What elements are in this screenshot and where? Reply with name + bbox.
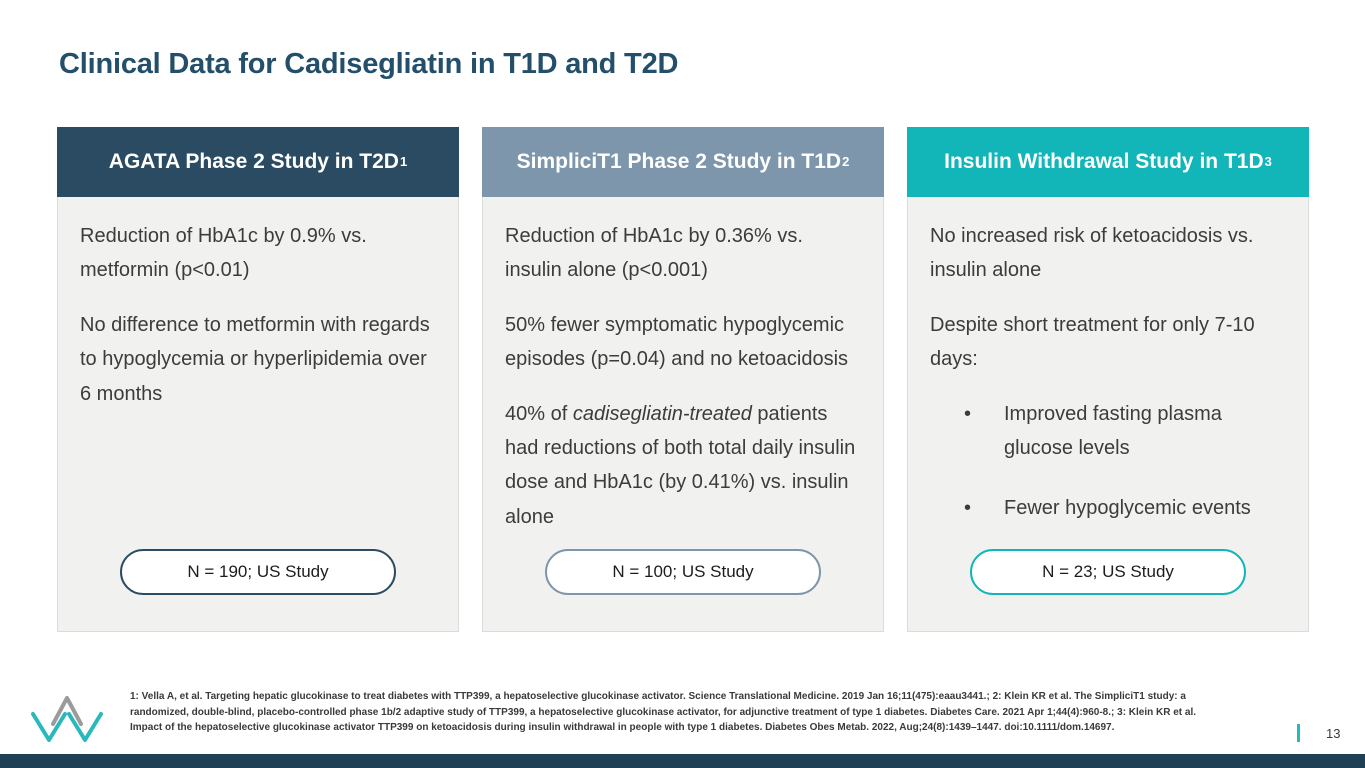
card-header: Insulin Withdrawal Study in T1D 3 — [907, 127, 1309, 197]
n-count-pill: N = 190; US Study — [120, 549, 396, 595]
vtv-logo-icon — [31, 696, 103, 742]
reference-line: randomized, double-blind, placebo-contro… — [130, 706, 1197, 718]
study-card: AGATA Phase 2 Study in T2D 1 Reduction of … — [57, 127, 459, 632]
text-segment: Reduction of HbA1c by 0.36% vs. insulin … — [505, 225, 803, 282]
text-segment: Improved fasting plasma glucose levels — [1004, 402, 1222, 459]
text-segment: No difference to metformin with regards … — [80, 313, 430, 405]
text-segment: cadisegliatin-treated — [572, 402, 752, 425]
card-paragraph: 40% of cadisegliatin-treated patients ha… — [505, 397, 861, 535]
card-paragraph: No difference to metformin with regards … — [80, 308, 436, 411]
bullet-text: Improved fasting plasma glucose levels — [1004, 397, 1286, 466]
text-segment: Despite short treatment for only 7-10 da… — [930, 313, 1255, 371]
card-body: Reduction of HbA1c by 0.36% vs. insulin … — [482, 197, 884, 632]
card-paragraph: Reduction of HbA1c by 0.9% vs. metformin… — [80, 219, 436, 288]
card-header: AGATA Phase 2 Study in T2D 1 — [57, 127, 459, 197]
card-header: SimpliciT1 Phase 2 Study in T1D 2 — [482, 127, 884, 197]
card-header-superscript: 3 — [1264, 153, 1272, 169]
bottom-bar — [0, 754, 1365, 768]
study-card: Insulin Withdrawal Study in T1D 3 No incre… — [907, 127, 1309, 632]
card-header-title: SimpliciT1 Phase 2 Study in T1D — [516, 150, 842, 173]
text-segment: Fewer hypoglycemic events — [1004, 497, 1251, 520]
card-body: Reduction of HbA1c by 0.9% vs. metformin… — [57, 197, 459, 632]
bullet-item: • Fewer hypoglycemic events — [930, 491, 1286, 525]
card-header-superscript: 2 — [842, 153, 850, 169]
bullet-text: Fewer hypoglycemic events — [1004, 491, 1286, 525]
page-number-accent-bar — [1297, 724, 1300, 742]
reference-line: Impact of the hepatoselective glucokinas… — [130, 722, 1115, 733]
n-count-pill-label: N = 100; US Study — [612, 562, 754, 581]
references-block: 1: Vella A, et al. Targeting hepatic glu… — [130, 689, 1250, 736]
card-body: No increased risk of ketoacidosis vs. in… — [907, 197, 1309, 632]
card-paragraph: 50% fewer symptomatic hypoglycemic episo… — [505, 308, 861, 377]
card-header-title: AGATA Phase 2 Study in T2D — [108, 150, 399, 173]
page-title: Clinical Data for Cadisegliatin in T1D a… — [59, 48, 679, 80]
card-header-superscript: 1 — [399, 153, 408, 169]
bullet-item: • Improved fasting plasma glucose levels — [930, 397, 1286, 466]
n-count-pill: N = 23; US Study — [970, 549, 1246, 595]
text-segment: Reduction of HbA1c by 0.9% vs. metformin… — [80, 225, 367, 282]
card-paragraph: No increased risk of ketoacidosis vs. in… — [930, 219, 1286, 288]
n-count-pill-label: N = 23; US Study — [1042, 562, 1174, 581]
page-number: 13 — [1326, 726, 1341, 741]
study-card: SimpliciT1 Phase 2 Study in T1D 2 Reductio… — [482, 127, 884, 632]
reference-line: 1: Vella A, et al. Targeting hepatic glu… — [130, 691, 1186, 702]
card-header-title: Insulin Withdrawal Study in T1D — [944, 150, 1264, 173]
text-segment: patients had reductions of both total da… — [505, 402, 856, 528]
text-segment: No increased risk of ketoacidosis vs. in… — [930, 225, 1254, 282]
bullet-marker: • — [964, 497, 972, 520]
n-count-pill: N = 100; US Study — [545, 549, 821, 595]
text-segment: 50% fewer symptomatic hypoglycemic episo… — [505, 313, 849, 371]
card-paragraph: Despite short treatment for only 7-10 da… — [930, 308, 1286, 377]
n-count-pill-label: N = 190; US Study — [187, 562, 329, 581]
card-paragraph: Reduction of HbA1c by 0.36% vs. insulin … — [505, 219, 861, 288]
bullet-marker: • — [964, 402, 972, 425]
text-segment: 40% of — [505, 402, 573, 425]
